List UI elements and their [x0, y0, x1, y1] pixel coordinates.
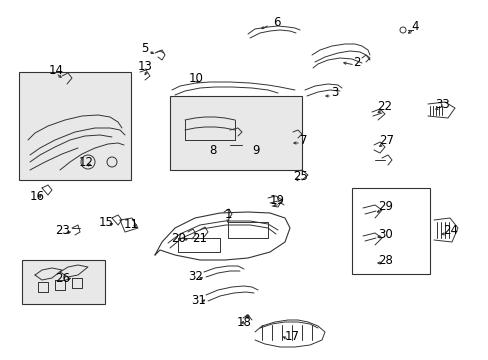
- Bar: [22, 260, 105, 304]
- Text: 32: 32: [188, 270, 203, 284]
- Text: 21: 21: [192, 231, 207, 244]
- Text: 29: 29: [378, 199, 393, 212]
- Text: 33: 33: [435, 99, 449, 112]
- Text: 13: 13: [137, 60, 152, 73]
- Text: 25: 25: [293, 171, 308, 184]
- Bar: [19, 72, 131, 180]
- Text: 8: 8: [209, 144, 216, 157]
- Text: 1: 1: [224, 208, 231, 221]
- Text: 11: 11: [123, 219, 138, 231]
- Text: 27: 27: [379, 135, 394, 148]
- Text: 10: 10: [188, 72, 203, 85]
- Text: 22: 22: [377, 99, 392, 112]
- Text: 14: 14: [48, 63, 63, 77]
- Text: 12: 12: [79, 157, 93, 170]
- Text: 26: 26: [55, 271, 70, 284]
- Text: 19: 19: [269, 194, 284, 207]
- Text: 4: 4: [410, 21, 418, 33]
- Text: 9: 9: [252, 144, 259, 157]
- Text: 16: 16: [29, 189, 44, 202]
- Text: 5: 5: [141, 41, 148, 54]
- Bar: [351, 188, 429, 274]
- Text: 28: 28: [378, 253, 393, 266]
- Text: 18: 18: [236, 316, 251, 329]
- Text: 24: 24: [443, 225, 458, 238]
- Text: 30: 30: [378, 228, 392, 240]
- Text: 20: 20: [171, 231, 186, 244]
- Text: 6: 6: [273, 15, 280, 28]
- Bar: [170, 96, 302, 170]
- Text: 17: 17: [284, 330, 299, 343]
- Text: 15: 15: [99, 216, 113, 230]
- Text: 7: 7: [300, 134, 307, 147]
- Text: 2: 2: [352, 57, 360, 69]
- Text: 31: 31: [191, 293, 206, 306]
- Text: 23: 23: [56, 225, 70, 238]
- Text: 3: 3: [331, 86, 338, 99]
